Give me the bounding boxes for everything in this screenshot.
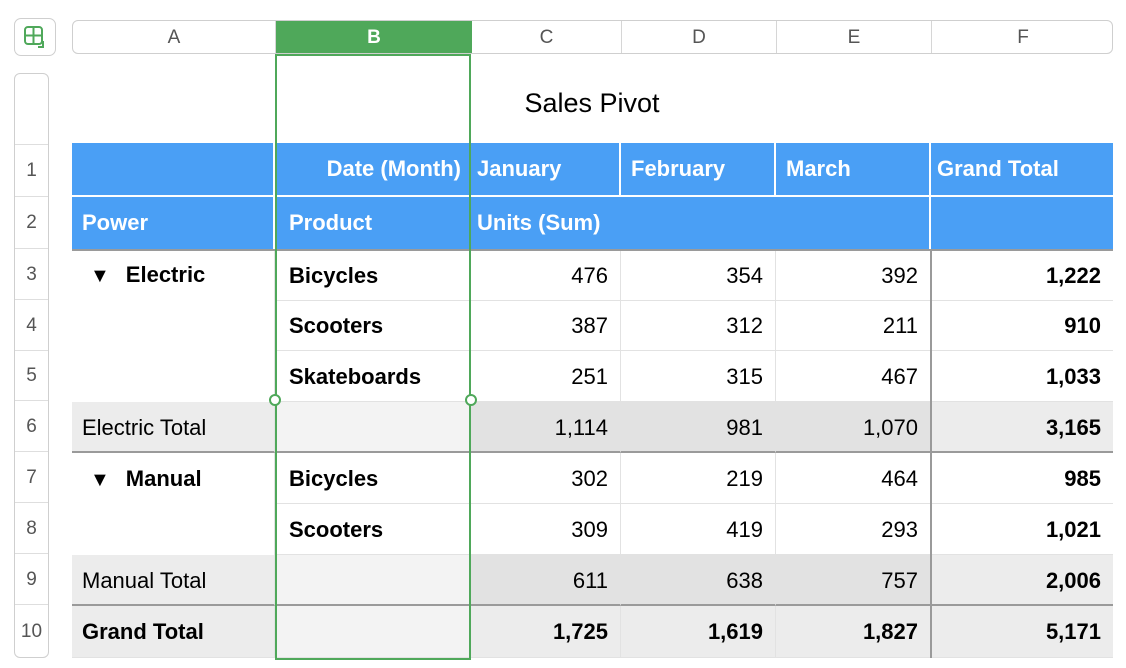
total-cell[interactable]: 1,021 (931, 504, 1113, 555)
value-cell[interactable]: 251 (471, 351, 621, 402)
value-cell[interactable]: 476 (471, 250, 621, 301)
row-header-7[interactable]: 7 (15, 451, 48, 502)
value-cell[interactable]: 309 (471, 504, 621, 555)
manual-total-label[interactable]: Manual Total (72, 555, 275, 606)
group-electric[interactable]: ▼ Electric (72, 250, 275, 403)
row-header-8[interactable]: 8 (15, 502, 48, 553)
column-selection-outline (275, 54, 471, 660)
product-cell[interactable]: Bicycles (275, 250, 471, 301)
group-manual[interactable]: ▼ Manual (72, 453, 275, 555)
row-header-2[interactable]: 2 (15, 196, 48, 248)
table-options-button[interactable] (14, 18, 56, 56)
value-cell[interactable]: 467 (776, 351, 931, 402)
column-header-a[interactable]: A (73, 21, 276, 53)
electric-total-feb[interactable]: 981 (621, 402, 776, 453)
header-cell-empty[interactable] (72, 143, 275, 195)
manual-total-mar[interactable]: 757 (776, 555, 931, 606)
header-march[interactable]: March (776, 143, 931, 195)
header-divider (72, 249, 1113, 251)
product-cell[interactable]: Skateboards (275, 351, 471, 402)
row-header-4[interactable]: 4 (15, 299, 48, 350)
value-cell[interactable]: 464 (776, 453, 931, 504)
disclosure-triangle-icon[interactable]: ▼ (90, 469, 110, 491)
value-cell[interactable]: 419 (621, 504, 776, 555)
disclosure-triangle-icon[interactable]: ▼ (90, 265, 110, 287)
grand-total-mar[interactable]: 1,827 (776, 606, 931, 658)
selection-handle-left[interactable] (269, 394, 281, 406)
column-header-c[interactable]: C (472, 21, 622, 53)
column-divider (930, 250, 932, 658)
header-grand-total[interactable]: Grand Total (931, 143, 1113, 195)
grand-total-grand[interactable]: 5,171 (931, 606, 1113, 658)
total-cell[interactable]: 910 (931, 301, 1113, 351)
value-cell[interactable]: 312 (621, 301, 776, 351)
selection-handle-right[interactable] (465, 394, 477, 406)
row-header-bar: 1 2 3 4 5 6 7 8 9 10 (14, 73, 49, 658)
row-header-9[interactable]: 9 (15, 553, 48, 604)
column-header-e[interactable]: E (777, 21, 932, 53)
manual-total-jan[interactable]: 611 (471, 555, 621, 606)
value-cell[interactable]: 211 (776, 301, 931, 351)
total-cell[interactable]: 1,033 (931, 351, 1113, 402)
column-header-bar: A B C D E F (72, 20, 1113, 54)
column-header-d[interactable]: D (622, 21, 777, 53)
grand-total-empty[interactable] (275, 606, 471, 658)
header-units-sum[interactable]: Units (Sum) (471, 197, 931, 249)
product-cell[interactable]: Scooters (275, 504, 471, 555)
row-header-3[interactable]: 3 (15, 248, 48, 299)
grand-total-label[interactable]: Grand Total (72, 606, 275, 658)
header-power[interactable]: Power (72, 197, 275, 249)
header-february[interactable]: February (621, 143, 776, 195)
header-date-month[interactable]: Date (Month) (275, 143, 471, 195)
grand-total-jan[interactable]: 1,725 (471, 606, 621, 658)
header-product[interactable]: Product (275, 197, 471, 249)
value-cell[interactable]: 302 (471, 453, 621, 504)
electric-total-empty[interactable] (275, 402, 471, 453)
electric-total-grand[interactable]: 3,165 (931, 402, 1113, 453)
value-cell[interactable]: 315 (621, 351, 776, 402)
manual-total-empty[interactable] (275, 555, 471, 606)
table-title[interactable]: Sales Pivot (524, 88, 660, 118)
value-cell[interactable]: 293 (776, 504, 931, 555)
group-manual-label: Manual (125, 466, 202, 491)
row-header-5[interactable]: 5 (15, 350, 48, 400)
row-header-10[interactable]: 10 (15, 604, 48, 657)
column-header-f[interactable]: F (1017, 27, 1029, 48)
value-cell[interactable]: 219 (621, 453, 776, 504)
value-cell[interactable]: 387 (471, 301, 621, 351)
total-cell[interactable]: 1,222 (931, 250, 1113, 301)
total-cell[interactable]: 985 (931, 453, 1113, 504)
manual-total-feb[interactable]: 638 (621, 555, 776, 606)
column-header-b[interactable]: B (276, 21, 472, 53)
row-header-6[interactable]: 6 (15, 400, 48, 451)
header-january[interactable]: January (471, 143, 621, 195)
table-add-icon (24, 26, 44, 48)
value-cell[interactable]: 392 (776, 250, 931, 301)
grand-total-feb[interactable]: 1,619 (621, 606, 776, 658)
row-header-title[interactable] (15, 74, 48, 144)
electric-total-jan[interactable]: 1,114 (471, 402, 621, 453)
row-header-1[interactable]: 1 (15, 144, 48, 196)
group-electric-label: Electric (125, 262, 206, 287)
header-cell-empty-2[interactable] (931, 197, 1113, 249)
electric-total-mar[interactable]: 1,070 (776, 402, 931, 453)
electric-total-label[interactable]: Electric Total (72, 402, 275, 453)
manual-total-grand[interactable]: 2,006 (931, 555, 1113, 606)
value-cell[interactable]: 354 (621, 250, 776, 301)
